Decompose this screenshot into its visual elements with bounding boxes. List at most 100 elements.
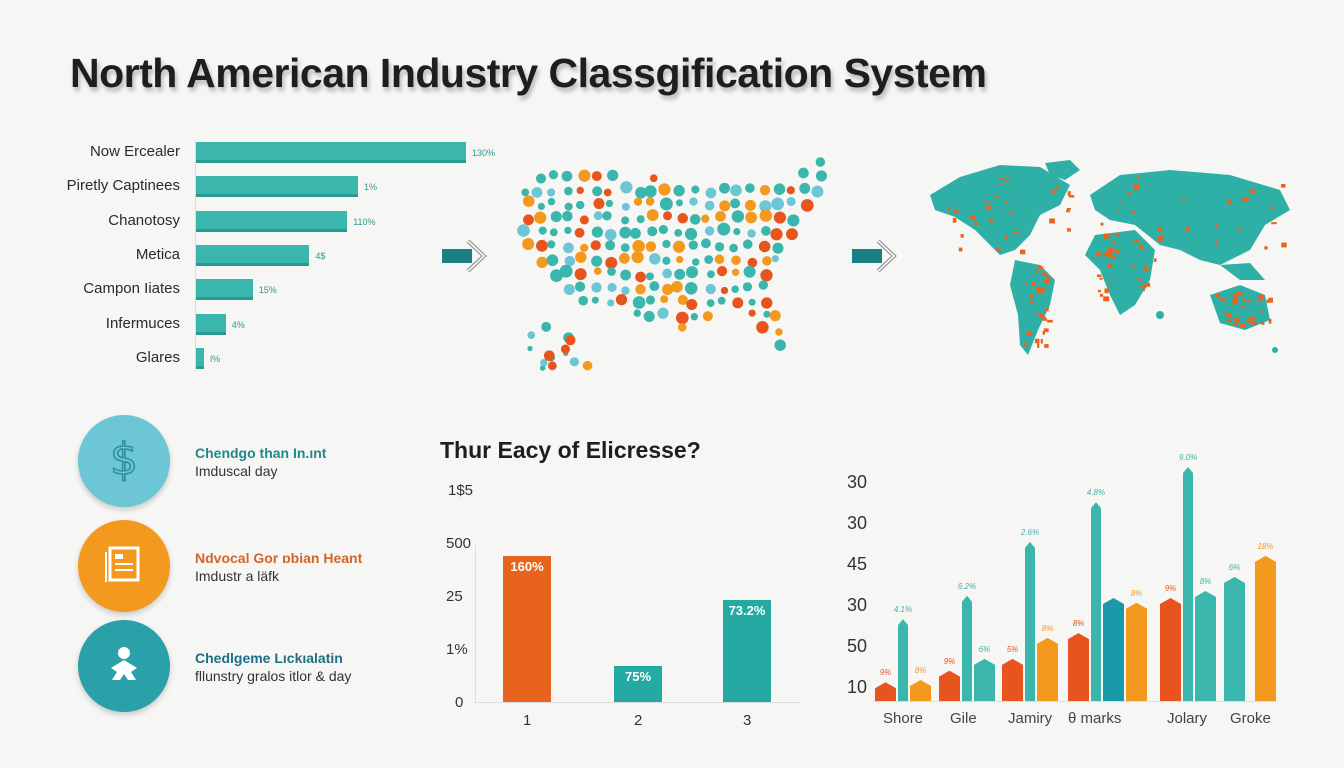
- map-dot: [686, 298, 698, 311]
- map-dot: [621, 286, 630, 295]
- map-speck: [1242, 197, 1248, 202]
- map-dot: [715, 210, 726, 222]
- map-speck: [1158, 227, 1163, 232]
- map-dot: [592, 186, 603, 197]
- map-dot: [732, 297, 744, 309]
- map-speck: [1024, 342, 1027, 347]
- y-tick-label: 30: [847, 472, 868, 492]
- map-speck: [988, 218, 994, 223]
- map-dot: [541, 321, 552, 332]
- document-icon: [104, 544, 144, 589]
- map-speck: [994, 195, 999, 198]
- bar-value-label: 18%: [1257, 541, 1274, 551]
- map-speck: [1047, 319, 1053, 323]
- bar: [196, 347, 205, 369]
- map-dot: [591, 296, 599, 304]
- bar: 73.2%: [723, 600, 771, 702]
- map-speck: [1132, 264, 1136, 268]
- map-speck: [1042, 316, 1046, 321]
- map-dot: [673, 185, 685, 197]
- map-dot: [615, 293, 628, 306]
- map-speck: [1133, 238, 1140, 243]
- map-dot: [546, 254, 559, 267]
- map-speck: [1040, 338, 1043, 344]
- bar-label: Piretly Captinees: [66, 177, 180, 195]
- map-dot: [579, 215, 589, 225]
- map-dot: [605, 199, 614, 208]
- map-speck: [953, 209, 959, 213]
- map-speck: [1045, 318, 1048, 321]
- map-dot: [674, 228, 683, 237]
- map-dot: [675, 199, 683, 207]
- x-tick-label: 3: [743, 712, 752, 729]
- map-dot: [578, 295, 589, 306]
- map-dot: [704, 226, 715, 236]
- map-dot: [629, 227, 641, 239]
- map-dot: [658, 224, 668, 235]
- map-speck: [974, 221, 979, 226]
- map-dot: [775, 328, 783, 336]
- map-dot: [707, 270, 715, 279]
- map-dot: [758, 280, 769, 290]
- axis-line: [195, 140, 196, 372]
- y-tick-label: 30: [847, 595, 868, 615]
- bar: [196, 176, 358, 198]
- map-speck: [1215, 240, 1218, 246]
- bar-value-label: 6%: [1228, 562, 1241, 572]
- map-dot: [521, 188, 530, 197]
- map-dot: [745, 183, 755, 193]
- map-dot: [786, 186, 795, 195]
- map-dot: [701, 214, 710, 223]
- map-dot: [714, 254, 725, 265]
- map-speck: [1139, 285, 1143, 288]
- map-dot: [604, 228, 617, 241]
- bar: [875, 682, 896, 701]
- map-speck: [985, 200, 988, 204]
- bar: [1103, 598, 1124, 701]
- map-dot: [675, 311, 689, 325]
- map-dot: [742, 282, 753, 292]
- map-speck: [1233, 298, 1239, 302]
- map-speck: [1260, 322, 1265, 325]
- map-dot: [702, 311, 713, 322]
- map-speck: [1137, 176, 1140, 180]
- grouped-bar-chart: 30 30 45 30 50 10 9% 4.1% 8% Shore 9% 6.2% 6% Gile 5% 2…: [840, 450, 1310, 750]
- map-speck: [1099, 293, 1104, 297]
- map-dot: [550, 211, 562, 223]
- map-dot: [748, 298, 756, 306]
- map-dot: [607, 299, 615, 307]
- map-dot: [593, 267, 602, 275]
- map-speck: [1270, 206, 1274, 210]
- map-dot: [690, 313, 699, 321]
- bar-value-label: 110%: [353, 216, 376, 227]
- map-speck: [1243, 297, 1246, 302]
- map-dot: [575, 251, 587, 263]
- us-dot-map: [517, 157, 828, 371]
- map-speck: [1268, 318, 1272, 324]
- map-speck: [1042, 330, 1045, 335]
- map-dot: [536, 256, 548, 269]
- map-speck: [1037, 265, 1042, 269]
- bar: [939, 670, 960, 701]
- map-speck: [1271, 222, 1277, 225]
- map-dot: [815, 170, 828, 182]
- map-dot: [537, 202, 545, 211]
- map-dot: [547, 240, 556, 249]
- map-dot: [771, 255, 779, 263]
- map-dot: [563, 283, 575, 296]
- bar: [1126, 602, 1147, 701]
- person-icon: [104, 644, 144, 689]
- map-dot: [676, 255, 684, 264]
- bar-label: Now Ercealer: [89, 143, 180, 160]
- map-dot: [811, 185, 824, 198]
- map-dot: [649, 253, 661, 265]
- map-dot: [747, 257, 758, 268]
- map-speck: [952, 217, 957, 223]
- map-dot: [605, 240, 616, 251]
- map-dot: [531, 187, 543, 198]
- svg-text:$: $: [110, 434, 138, 484]
- map-speck: [1104, 288, 1109, 294]
- bar-value-label: 6.2%: [957, 581, 977, 591]
- map-speck: [1041, 272, 1047, 276]
- map-speck: [1108, 246, 1114, 252]
